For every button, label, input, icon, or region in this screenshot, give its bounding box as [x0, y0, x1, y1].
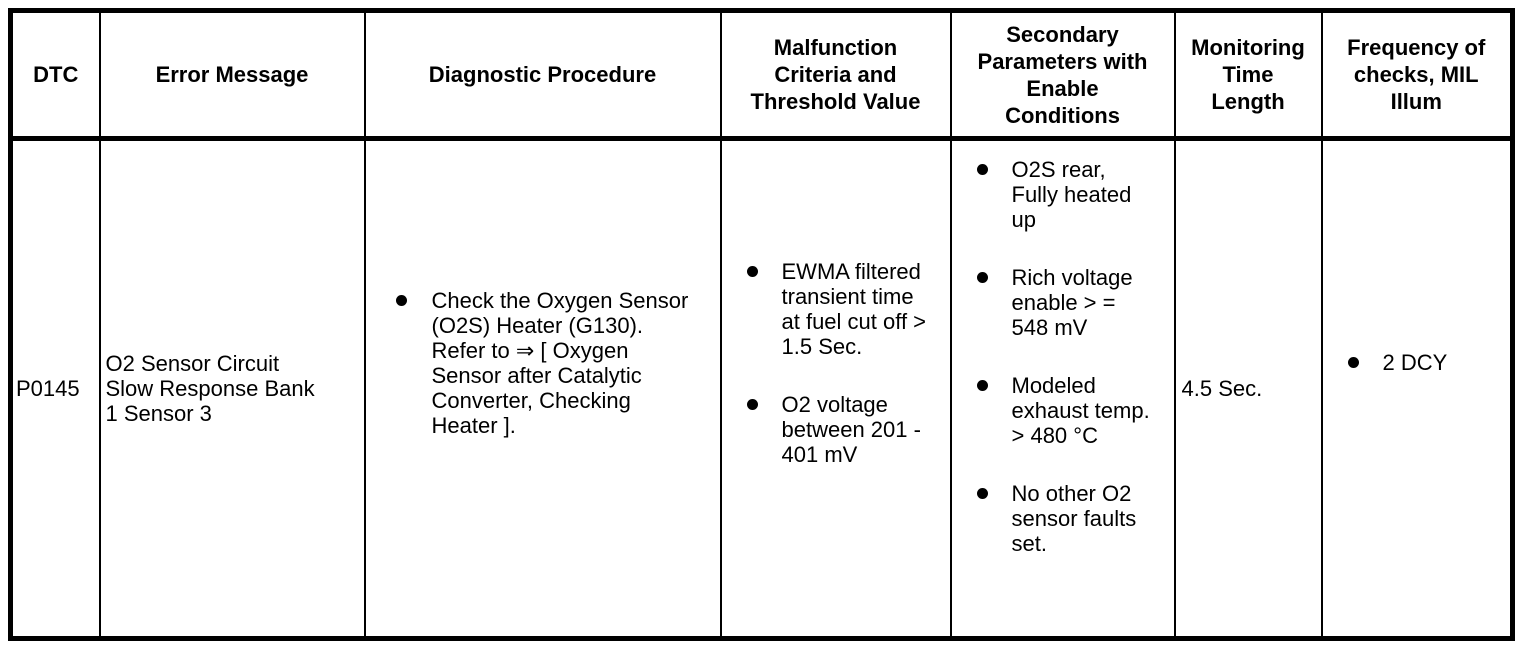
table-row: P0145 O2 Sensor Circuit Slow Response Ba… — [9, 137, 1514, 640]
malfunction-criteria-text: O2 voltage between 201 - 401 mV — [781, 391, 921, 467]
list-item: 2 DCY — [1347, 350, 1507, 375]
bullet-icon — [976, 380, 988, 391]
cell-malfunction-criteria: EWMA filtered transient time at fuel cut… — [719, 137, 952, 640]
cell-secondary-parameters: O2S rear, Fully heated up Rich voltage e… — [949, 137, 1176, 640]
cell-monitoring-time: 4.5 Sec. — [1173, 137, 1323, 640]
col-header-diagnostic-procedure: Diagnostic Procedure — [363, 9, 722, 141]
cell-error-message: O2 Sensor Circuit Slow Response Bank 1 S… — [98, 137, 366, 640]
bullet-icon — [746, 398, 758, 410]
dtc-table: DTC Error Message Diagnostic Procedure M… — [8, 8, 1515, 641]
error-message-text: O2 Sensor Circuit Slow Response Bank 1 S… — [105, 351, 315, 426]
cell-diagnostic-procedure: Check the Oxygen Sensor (O2S) Heater (G1… — [363, 137, 722, 640]
bullet-icon — [976, 488, 988, 499]
col-header-frequency: Frequency of checks, MIL Illum — [1320, 9, 1514, 141]
col-header-error-message: Error Message — [98, 9, 366, 141]
col-header-monitoring-time: Monitoring Time Length — [1173, 9, 1323, 141]
secondary-parameter-text: Rich voltage enable > = 548 mV — [1011, 265, 1133, 340]
list-item: O2 voltage between 201 - 401 mV — [746, 391, 946, 467]
list-item: Check the Oxygen Sensor (O2S) Heater (G1… — [395, 287, 716, 438]
list-item: Rich voltage enable > = 548 mV — [976, 265, 1170, 340]
frequency-text: 2 DCY — [1382, 350, 1448, 375]
header-row: DTC Error Message Diagnostic Procedure M… — [9, 9, 1514, 141]
malfunction-criteria-text: EWMA filtered transient time at fuel cut… — [781, 258, 927, 359]
list-item: EWMA filtered transient time at fuel cut… — [746, 258, 946, 359]
col-header-dtc: DTC — [9, 9, 101, 141]
monitoring-time-text: 4.5 Sec. — [1181, 376, 1263, 401]
bullet-icon — [395, 294, 407, 306]
bullet-icon — [1347, 357, 1359, 368]
bullet-icon — [746, 265, 758, 277]
col-header-malfunction-criteria: Malfunction Criteria and Threshold Value — [719, 9, 952, 141]
list-item: No other O2 sensor faults set. — [976, 481, 1170, 556]
list-item: Modeled exhaust temp. > 480 °C — [976, 373, 1170, 448]
secondary-parameter-text: O2S rear, Fully heated up — [1011, 157, 1132, 232]
bullet-icon — [976, 164, 988, 175]
diagnostic-procedure-text: Check the Oxygen Sensor (O2S) Heater (G1… — [431, 287, 689, 438]
secondary-parameter-text: Modeled exhaust temp. > 480 °C — [1011, 373, 1150, 448]
secondary-parameter-text: No other O2 sensor faults set. — [1011, 481, 1137, 556]
cell-frequency: 2 DCY — [1320, 137, 1514, 640]
list-item: O2S rear, Fully heated up — [976, 157, 1170, 232]
bullet-icon — [976, 272, 988, 283]
cell-dtc: P0145 — [9, 137, 101, 640]
col-header-secondary-parameters: Secondary Parameters with Enable Conditi… — [949, 9, 1176, 141]
dtc-code: P0145 — [16, 376, 80, 401]
